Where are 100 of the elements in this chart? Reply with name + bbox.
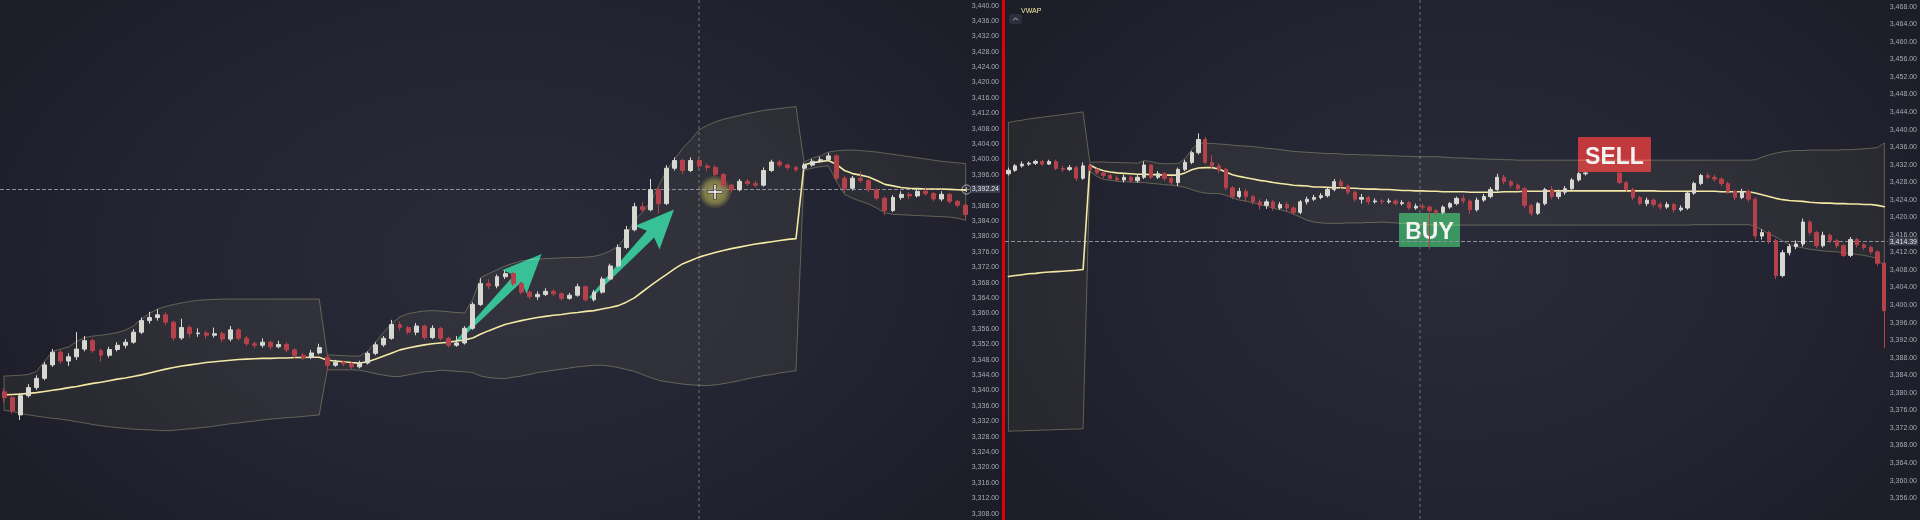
candlestick bbox=[1271, 199, 1275, 212]
candlestick bbox=[1251, 194, 1255, 205]
candlestick bbox=[737, 178, 742, 192]
candlestick bbox=[1502, 174, 1506, 185]
candlestick bbox=[866, 178, 871, 193]
candlestick bbox=[543, 287, 548, 297]
candlestick bbox=[1624, 180, 1628, 192]
candlestick bbox=[1312, 194, 1316, 202]
line-series bbox=[1007, 164, 1886, 278]
candlestick bbox=[1522, 186, 1527, 209]
candlestick bbox=[1617, 171, 1622, 185]
candlestick bbox=[1801, 218, 1805, 248]
candlestick bbox=[1726, 181, 1730, 195]
candlestick bbox=[1067, 164, 1072, 172]
candlestick bbox=[858, 170, 863, 184]
candlestick bbox=[333, 359, 338, 368]
candlestick bbox=[422, 323, 427, 341]
candlestick bbox=[1414, 203, 1418, 211]
candlestick bbox=[1122, 174, 1126, 184]
candlestick bbox=[1135, 174, 1140, 184]
candlestick bbox=[559, 291, 564, 302]
candlestick bbox=[309, 349, 314, 360]
candlestick bbox=[551, 288, 556, 297]
candlestick bbox=[220, 330, 225, 343]
candlestick bbox=[535, 290, 540, 301]
candlestick bbox=[1380, 198, 1384, 205]
candlestick bbox=[519, 281, 524, 295]
candlestick bbox=[680, 158, 685, 175]
candlestick bbox=[729, 183, 734, 194]
candlestick bbox=[1808, 219, 1812, 236]
candlestick bbox=[292, 347, 297, 359]
candlestick bbox=[1821, 231, 1825, 248]
candlestick bbox=[147, 311, 152, 325]
candlestick bbox=[697, 157, 702, 169]
candlestick bbox=[664, 164, 669, 206]
candlestick bbox=[1033, 159, 1038, 166]
candlestick bbox=[1638, 195, 1642, 206]
candlestick bbox=[608, 263, 613, 282]
candlestick bbox=[794, 165, 798, 173]
candlestick bbox=[1482, 193, 1486, 203]
candlestick bbox=[1787, 243, 1791, 256]
candlestick bbox=[268, 340, 273, 351]
candlestick bbox=[50, 348, 55, 368]
candlestick bbox=[1509, 179, 1513, 189]
candlestick bbox=[1828, 232, 1832, 244]
candlestick bbox=[592, 289, 596, 302]
candlestick bbox=[1719, 176, 1724, 187]
candlestick bbox=[1746, 189, 1751, 203]
candlestick bbox=[1095, 168, 1099, 176]
candlestick bbox=[1373, 197, 1377, 205]
candlestick bbox=[381, 335, 386, 348]
candlestick bbox=[1760, 228, 1764, 241]
candlestick bbox=[260, 337, 265, 349]
candlestick bbox=[179, 318, 184, 341]
candlestick bbox=[1407, 200, 1411, 211]
candlestick bbox=[923, 186, 928, 197]
candlestick bbox=[1835, 238, 1839, 249]
candlestick bbox=[769, 159, 774, 173]
candlestick bbox=[1190, 150, 1194, 165]
candlestick bbox=[891, 194, 895, 213]
candlestick bbox=[1387, 197, 1391, 205]
candlestick bbox=[761, 166, 766, 188]
candlestick bbox=[1319, 192, 1323, 200]
candlestick bbox=[1088, 162, 1092, 172]
candlestick bbox=[616, 243, 621, 269]
candlestick bbox=[373, 341, 378, 356]
candlestick bbox=[1047, 159, 1051, 166]
candlestick bbox=[503, 270, 508, 280]
candlestick bbox=[1869, 245, 1873, 256]
candlestick bbox=[1108, 173, 1112, 181]
candlestick bbox=[1461, 194, 1465, 205]
candlestick bbox=[1488, 186, 1493, 199]
candlestick bbox=[18, 392, 23, 421]
candlestick bbox=[874, 187, 879, 202]
candlestick bbox=[446, 336, 451, 349]
candlestick bbox=[1774, 238, 1778, 280]
candlestick bbox=[1733, 189, 1737, 201]
candlestick bbox=[1400, 199, 1404, 206]
annotation: SELL bbox=[1585, 142, 1644, 169]
candlestick bbox=[1556, 189, 1561, 200]
candlestick bbox=[705, 163, 710, 172]
candlestick bbox=[1006, 167, 1011, 177]
candlestick bbox=[963, 203, 968, 219]
candlestick bbox=[907, 191, 912, 200]
candlestick bbox=[252, 340, 257, 349]
candlestick bbox=[672, 156, 677, 172]
candlestick bbox=[1346, 183, 1350, 196]
candlestick bbox=[1353, 189, 1357, 203]
candlestick bbox=[1882, 261, 1886, 349]
candlestick bbox=[1685, 190, 1690, 211]
candlestick bbox=[1332, 178, 1336, 192]
candlestick bbox=[1862, 242, 1866, 251]
candlestick bbox=[842, 175, 847, 194]
candlestick bbox=[1291, 205, 1296, 216]
candlestick bbox=[1176, 167, 1180, 187]
candlestick bbox=[1162, 171, 1167, 182]
candlestick bbox=[656, 186, 661, 215]
candlestick bbox=[163, 311, 168, 326]
candlestick bbox=[1516, 182, 1520, 192]
candlestick bbox=[1217, 162, 1221, 174]
